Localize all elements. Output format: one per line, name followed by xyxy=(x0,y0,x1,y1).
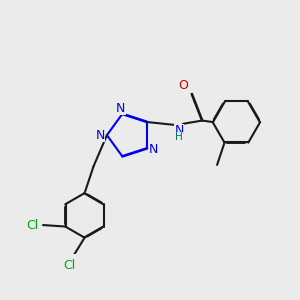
Text: N: N xyxy=(116,102,125,115)
Text: N: N xyxy=(149,143,158,156)
Text: Cl: Cl xyxy=(26,218,39,232)
Text: N: N xyxy=(96,129,105,142)
Text: Cl: Cl xyxy=(64,260,76,272)
Text: N: N xyxy=(174,124,184,137)
Text: H: H xyxy=(175,133,183,142)
Text: O: O xyxy=(178,79,188,92)
